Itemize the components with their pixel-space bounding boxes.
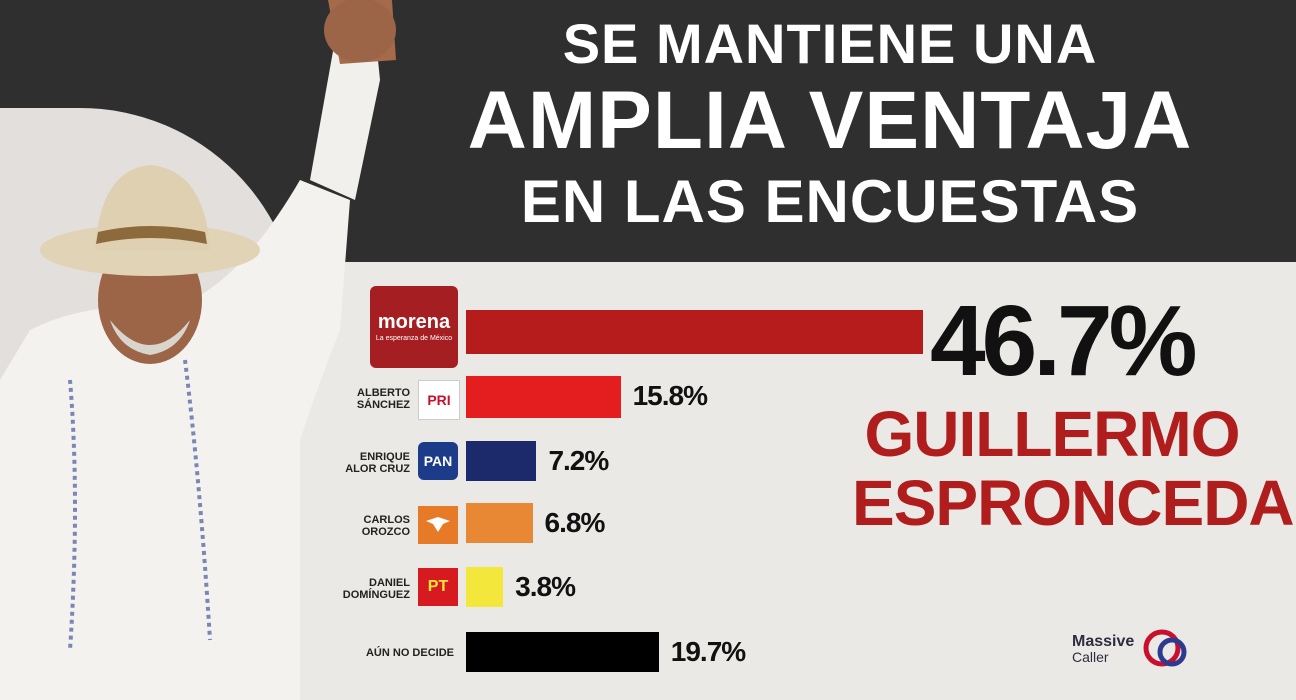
morena-logo-text: morena	[377, 311, 451, 333]
label-line: ALOR CRUZ	[345, 463, 410, 476]
pan-logo: PAN	[418, 442, 458, 480]
eagle-icon	[426, 517, 450, 532]
winner-percent: 46.7%	[930, 285, 1198, 397]
row-label-enrique-alor-cruz: ENRIQUE ALOR CRUZ	[330, 451, 410, 475]
row-label-alberto-sanchez: ALBERTO SÁNCHEZ	[330, 387, 410, 411]
bar-1	[466, 310, 923, 354]
bar-value-label-3: 7.2%	[548, 445, 609, 476]
row-label-daniel-dominguez: DANIEL DOMÍNGUEZ	[330, 577, 410, 601]
headline-line-3: EN LAS ENCUESTAS	[520, 168, 1140, 235]
headline-line-2: AMPLIA VENTAJA	[467, 75, 1193, 166]
pt-logo-text: PT	[427, 578, 449, 595]
headline-line-1: SE MANTIENE UNA	[562, 12, 1098, 75]
morena-logo: morena La esperanza de México	[370, 286, 458, 368]
row-label-carlos-orozco: CARLOS OROZCO	[330, 514, 410, 538]
bar-value-label-2: 15.8%	[632, 380, 708, 411]
row-label-aun-no-decide: AÚN NO DECIDE	[340, 647, 454, 659]
bar-value-label-5: 3.8%	[515, 571, 576, 602]
massive-caller-logo: Massive Caller	[1072, 628, 1192, 670]
label-line: CARLOS	[363, 514, 410, 526]
label-line: OROZCO	[361, 526, 410, 539]
morena-logo-subtext: La esperanza de México	[375, 335, 453, 342]
movimiento-ciudadano-logo	[418, 506, 458, 544]
label-line: ALBERTO	[357, 387, 410, 399]
brand-line-1: Massive	[1072, 633, 1135, 650]
pt-logo: PT	[418, 568, 458, 606]
label-line: DOMÍNGUEZ	[342, 589, 410, 602]
label-line: SÁNCHEZ	[356, 399, 410, 412]
winner-name-line-1: GUILLERMO	[864, 398, 1241, 470]
label-line: DANIEL	[369, 577, 410, 589]
bar-2	[466, 376, 621, 418]
bar-value-label-6: 19.7%	[670, 636, 746, 667]
pri-logo-text: PRI	[427, 392, 451, 408]
headline: SE MANTIENE UNA AMPLIA VENTAJA EN LAS EN…	[430, 14, 1230, 232]
candidate-photo	[0, 0, 396, 700]
bar-4	[466, 503, 533, 543]
bar-6	[466, 632, 659, 672]
pan-logo-text: PAN	[423, 453, 453, 469]
winner-name-line-2: ESPRONCEDA	[852, 467, 1295, 540]
bar-5	[466, 567, 504, 607]
bar-3	[466, 441, 537, 481]
label-line: ENRIQUE	[359, 451, 410, 463]
chat-bubble-icon	[1143, 629, 1187, 667]
label-line: AÚN NO DECIDE	[365, 647, 454, 659]
brand-line-2: Caller	[1072, 649, 1109, 665]
bar-value-label-4: 6.8%	[544, 507, 606, 538]
winner-name: GUILLERMO ESPRONCEDA	[852, 398, 1295, 540]
pri-logo: PRI	[418, 380, 460, 420]
